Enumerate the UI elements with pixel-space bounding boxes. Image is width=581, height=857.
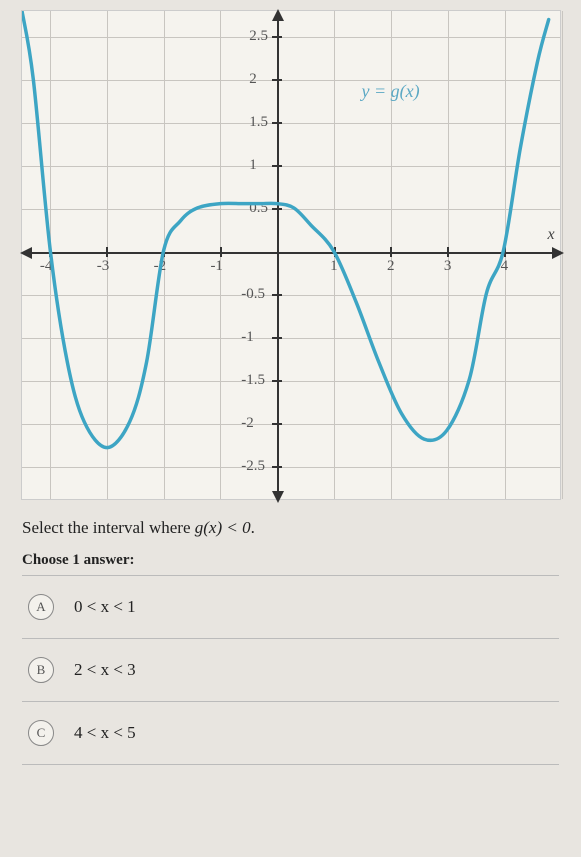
function-curve [22,11,549,448]
question-prompt: Select the interval where g(x) < 0. [22,518,559,538]
x-tick-label: 2 [387,258,395,275]
y-tick-label: 1 [249,157,257,174]
x-tick-label: -4 [40,258,53,275]
answer-bubble-c: C [28,720,54,746]
choose-label: Choose 1 answer: [22,552,559,569]
x-tick-label: -1 [210,258,223,275]
function-label: y = g(x) [362,81,420,102]
y-tick-label: 2 [249,71,257,88]
answer-option-b[interactable]: B 2 < x < 3 [22,639,559,702]
answer-option-a[interactable]: A 0 < x < 1 [22,576,559,639]
y-tick-label: 0.5 [249,200,268,217]
y-tick-label: -2 [241,415,254,432]
y-tick-label: -0.5 [241,286,265,303]
answer-text-b: 2 < x < 3 [74,660,136,680]
x-tick-label: -2 [154,258,167,275]
y-tick-label: 1.5 [249,114,268,131]
answers-list: A 0 < x < 1 B 2 < x < 3 C 4 < x < 5 [22,575,559,765]
prompt-suffix: . [251,518,255,537]
y-tick-label: 2.5 [249,28,268,45]
x-tick-label: -3 [97,258,110,275]
chart-area: -4-3-2-112342.521.510.5-0.5-1-1.5-2-2.5 … [21,10,561,500]
prompt-prefix: Select the interval where [22,518,195,537]
x-axis-symbol: x [548,226,555,244]
x-tick-label: 1 [330,258,338,275]
y-tick-label: -1 [241,329,254,346]
answer-text-c: 4 < x < 5 [74,723,136,743]
prompt-math: g(x) < 0 [195,518,251,537]
answer-bubble-b: B [28,657,54,683]
y-tick-label: -1.5 [241,372,265,389]
answer-option-c[interactable]: C 4 < x < 5 [22,702,559,765]
answer-text-a: 0 < x < 1 [74,597,136,617]
x-tick-label: 3 [444,258,452,275]
y-tick-label: -2.5 [241,458,265,475]
answer-bubble-a: A [28,594,54,620]
x-tick-label: 4 [501,258,509,275]
